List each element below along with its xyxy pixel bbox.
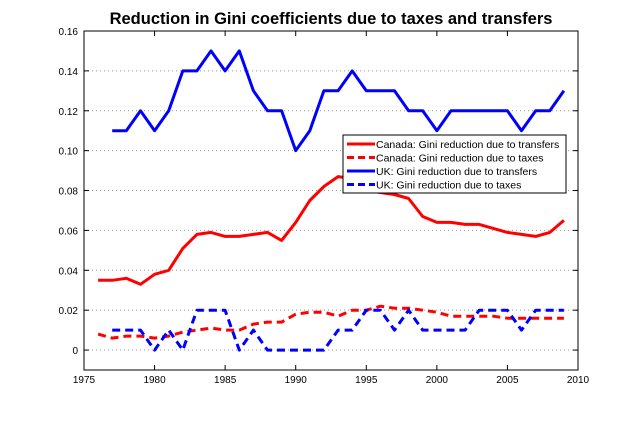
legend: Canada: Gini reduction due to transfers C… (342, 134, 567, 194)
x-tick-label: 2005 (496, 375, 519, 386)
y-tick-label: 0.10 (59, 147, 79, 158)
chart-title: Reduction in Gini coefficients due to ta… (110, 10, 553, 28)
y-tick-label: 0.12 (59, 107, 79, 118)
series-line-2 (112, 49, 566, 153)
legend-label: Canada: Gini reduction due to transfers (376, 139, 559, 151)
x-tick-label: 2010 (567, 375, 590, 386)
y-tick-label: 0.16 (59, 27, 79, 38)
series-line-1 (97, 304, 564, 340)
legend-label: UK: Gini reduction due to transfers (376, 166, 537, 178)
y-tick-label: 0.14 (59, 67, 79, 78)
legend-label: Canada: Gini reduction due to taxes (376, 153, 544, 165)
legend-box (342, 134, 567, 194)
x-tick-label: 1995 (355, 375, 378, 386)
series-line-0 (98, 175, 565, 286)
y-tick-label: 0.02 (59, 306, 79, 317)
x-tick-label: 1990 (285, 375, 308, 386)
y-tick-label: 0.08 (59, 187, 79, 198)
x-tick-label: 1985 (214, 375, 237, 386)
plot-frame (83, 30, 579, 371)
x-tick-label: 1980 (143, 375, 166, 386)
y-tick-label: 0.04 (59, 266, 79, 277)
legend-label: UK: Gini reduction due to taxes (376, 180, 521, 192)
x-tick-label: 1975 (73, 375, 96, 386)
y-tick-label: 0 (72, 346, 78, 357)
series-line-3 (112, 308, 564, 352)
y-tick-label: 0.06 (59, 226, 79, 237)
x-tick-label: 2000 (426, 375, 449, 386)
